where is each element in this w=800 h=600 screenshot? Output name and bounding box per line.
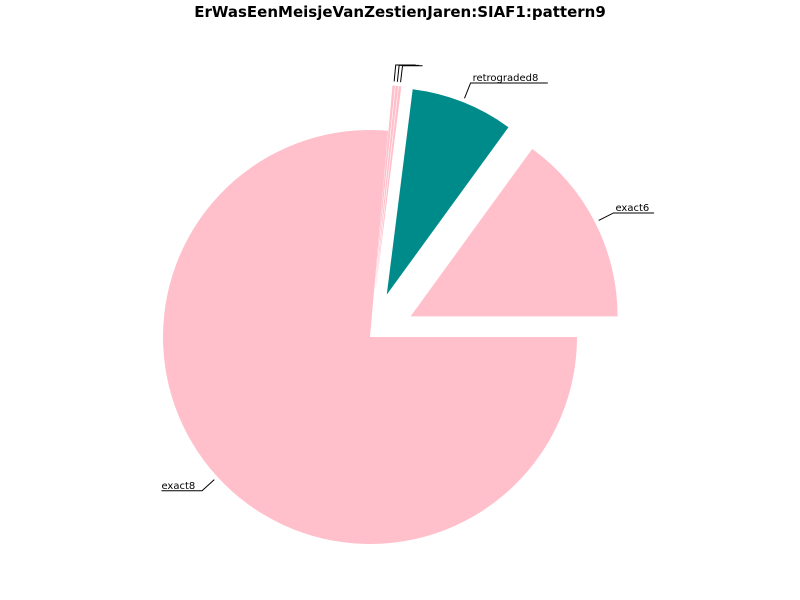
pie-slice-exact6 (410, 148, 618, 317)
leader-line-2 (400, 65, 423, 83)
chart-title: ErWasEenMeisjeVanZestienJaren:SIAF1:patt… (194, 3, 606, 21)
pie-slice-2 (375, 86, 402, 292)
pie-slice-4 (374, 85, 396, 292)
slices-layer (162, 85, 618, 544)
slice-label-exact8: exact8 (161, 481, 195, 492)
pie-slice-3 (374, 85, 399, 292)
leader-line-exact6 (598, 212, 655, 221)
slice-label-exact6: exact6 (615, 203, 649, 214)
labels-layer: exact6 retrograded8 exact8 (161, 64, 655, 492)
pie-slice-retrograded8 (386, 89, 509, 295)
leader-line-exact8 (161, 479, 215, 492)
pie-slice-exact8 (162, 130, 577, 544)
slice-label-retrograded8: retrograded8 (473, 73, 539, 84)
leader-line-4 (393, 64, 416, 82)
leader-line-retrograded8 (464, 82, 548, 99)
